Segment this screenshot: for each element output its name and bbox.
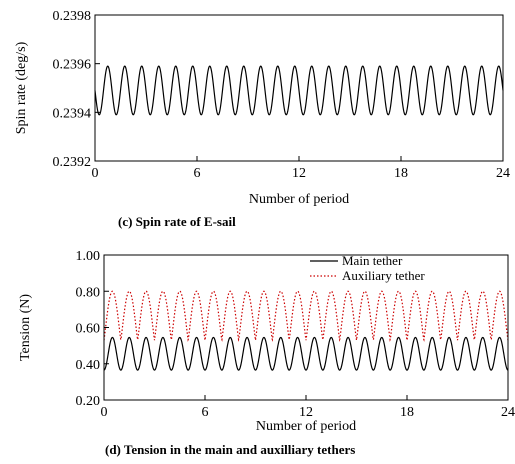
x-tick-label: 6 <box>194 166 201 181</box>
legend-auxiliary-tether-label: Auxiliary tether <box>342 268 425 283</box>
x-tick-label: 18 <box>400 405 414 420</box>
panel-d: 0.20 0.40 0.60 0.80 1.00 0 6 12 18 24 Main tethe… <box>18 249 515 457</box>
panel-d-x-axis-label: Number of period <box>256 419 356 434</box>
panel-c-y-axis-label: Spin rate (deg/s) <box>14 41 29 134</box>
y-tick-label: 0.60 <box>76 322 101 337</box>
y-tick-label: 0.2396 <box>53 58 92 73</box>
series-line-main-tether <box>103 336 509 371</box>
legend-main-tether-label: Main tether <box>342 253 403 268</box>
x-tick-label: 0 <box>101 405 108 420</box>
x-tick-label: 12 <box>299 405 313 420</box>
series-line-panel-0-0 <box>94 65 504 116</box>
panel-d-curves <box>103 290 509 371</box>
series-line-auxiliary-tether <box>103 290 509 342</box>
panel-d-y-axis-label: Tension (N) <box>18 294 33 361</box>
y-tick-label: 1.00 <box>76 249 101 264</box>
panel-c-x-axis-label: Number of period <box>249 192 349 207</box>
panel-c-caption: (c) Spin rate of E-sail <box>118 214 236 229</box>
panel-c-y-ticks: 0.2392 0.2394 0.2396 0.2398 <box>53 9 100 170</box>
panel-c: 0.2392 0.2394 0.2396 0.2398 0 6 12 18 24 Number… <box>14 9 510 229</box>
x-tick-label: 24 <box>501 405 515 420</box>
x-tick-label: 6 <box>202 405 209 420</box>
y-tick-label: 0.2394 <box>53 106 92 121</box>
panel-d-plot-frame <box>103 254 509 401</box>
y-tick-label: 0.2398 <box>53 9 92 24</box>
panel-c-curves <box>94 65 504 116</box>
x-tick-label: 24 <box>496 166 510 181</box>
y-tick-label: 0.20 <box>76 394 101 409</box>
y-tick-label: 0.2392 <box>53 155 92 170</box>
x-tick-label: 12 <box>292 166 306 181</box>
x-tick-label: 0 <box>92 166 99 181</box>
panel-d-legend: Main tether Auxiliary tether <box>310 253 425 283</box>
panel-d-y-ticks: 0.20 0.40 0.60 0.80 1.00 <box>76 249 109 409</box>
x-tick-label: 18 <box>394 166 408 181</box>
y-tick-label: 0.80 <box>76 285 101 300</box>
y-tick-label: 0.40 <box>76 358 101 373</box>
panel-d-caption: (d) Tension in the main and auxilliary t… <box>105 442 355 457</box>
panel-d-x-ticks: 0 6 12 18 24 <box>101 395 515 420</box>
panel-c-x-ticks: 0 6 12 18 24 <box>92 156 510 181</box>
